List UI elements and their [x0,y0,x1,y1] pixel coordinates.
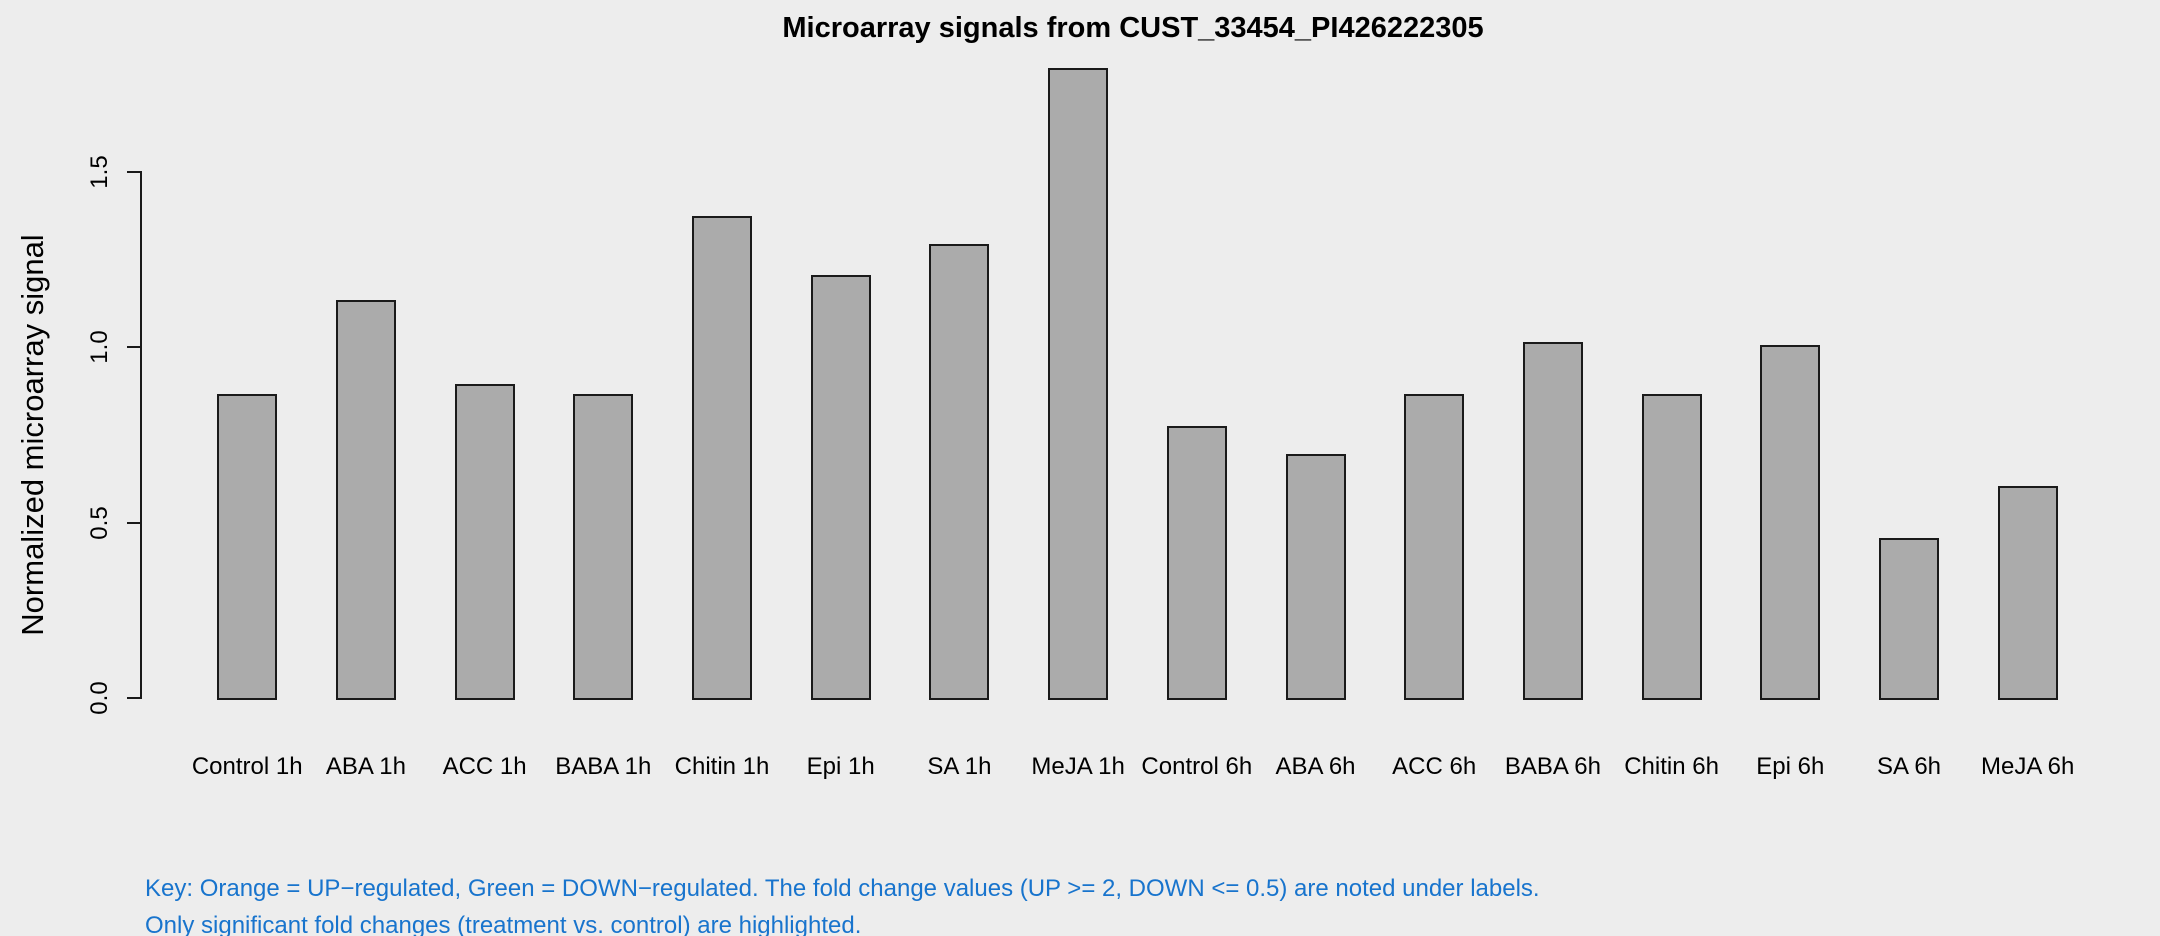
key-line-2: Only significant fold changes (treatment… [145,912,862,936]
x-label-chitin-1h: Chitin 1h [674,753,770,780]
y-tick-0.0 [127,697,140,699]
y-tick-label-1.0: 1.0 [86,330,113,364]
bar-baba-6h [1522,341,1583,700]
chart-title: Microarray signals from CUST_33454_PI426… [782,12,1484,44]
x-label-epi-1h: Epi 1h [806,753,875,780]
y-tick-label-0.0: 0.0 [86,681,113,715]
x-label-aba-1h: ABA 1h [325,753,406,780]
bar-acc-1h [454,383,515,700]
key-line-1: Key: Orange = UP−regulated, Green = DOWN… [145,875,1540,902]
x-label-aba-6h: ABA 6h [1275,753,1356,780]
bar-control-1h [217,394,278,700]
bar-chitin-1h [692,215,752,700]
x-label-baba-1h: BABA 1h [555,753,652,780]
key-annotation: Key: Orange = UP−regulated, Green = DOWN… [145,870,1540,936]
bar-control-6h [1166,425,1227,700]
x-label-acc-6h: ACC 6h [1392,753,1477,780]
bar-aba-6h [1285,454,1346,700]
y-tick-1.0 [127,346,140,349]
x-label-control-6h: Control 6h [1141,753,1253,780]
bar-sa-1h [929,243,990,700]
x-label-sa-1h: SA 1h [927,753,992,780]
bar-baba-1h [573,394,634,700]
y-tick-label-1.5: 1.5 [86,155,113,189]
x-label-acc-1h: ACC 1h [442,753,527,780]
y-axis-label: Normalized microarray signal [15,234,50,636]
x-label-control-1h: Control 1h [191,753,303,780]
x-label-meja-1h: MeJA 1h [1031,753,1125,780]
x-label-sa-6h: SA 6h [1876,753,1942,780]
y-tick-0.5 [127,521,140,524]
bar-acc-6h [1404,394,1465,700]
bar-epi-1h [810,275,871,700]
y-tick-label-0.5: 0.5 [86,505,113,540]
bar-aba-1h [335,299,396,700]
y-axis-line [140,170,142,699]
x-label-meja-6h: MeJA 6h [1980,753,2075,780]
bar-epi-6h [1760,345,1821,700]
x-label-chitin-6h: Chitin 6h [1624,753,1719,780]
x-label-baba-6h: BABA 6h [1504,753,1601,780]
bar-meja-6h [1997,485,2058,700]
bar-chitin-6h [1641,394,1702,700]
x-label-epi-6h: Epi 6h [1756,753,1825,780]
bar-sa-6h [1879,538,1939,700]
bar-meja-1h [1048,68,1109,700]
y-tick-1.5 [127,170,140,173]
